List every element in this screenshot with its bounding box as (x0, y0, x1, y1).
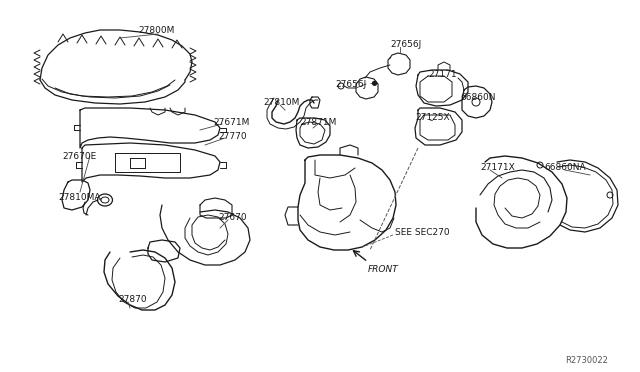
Text: 27871M: 27871M (300, 118, 337, 127)
Text: 27656J: 27656J (335, 80, 366, 89)
Text: 27171X: 27171X (480, 163, 515, 172)
Text: -●: -● (370, 80, 379, 86)
Text: 27670: 27670 (218, 213, 246, 222)
Text: 66860NA: 66860NA (544, 163, 586, 172)
Text: FRONT: FRONT (368, 265, 399, 274)
Text: 27810M: 27810M (263, 98, 300, 107)
Text: 27770: 27770 (218, 132, 246, 141)
Text: 27670E: 27670E (62, 152, 96, 161)
Text: 27870: 27870 (118, 295, 147, 304)
Text: 27810MA: 27810MA (58, 193, 100, 202)
Text: 66860N: 66860N (460, 93, 495, 102)
Text: 27656J: 27656J (390, 40, 421, 49)
Text: 27800M: 27800M (138, 26, 174, 35)
Text: 27125X: 27125X (415, 113, 450, 122)
Text: SEE SEC270: SEE SEC270 (395, 228, 450, 237)
Text: 27671M: 27671M (213, 118, 250, 127)
Text: 27171: 27171 (428, 70, 456, 79)
Text: R2730022: R2730022 (565, 356, 608, 365)
